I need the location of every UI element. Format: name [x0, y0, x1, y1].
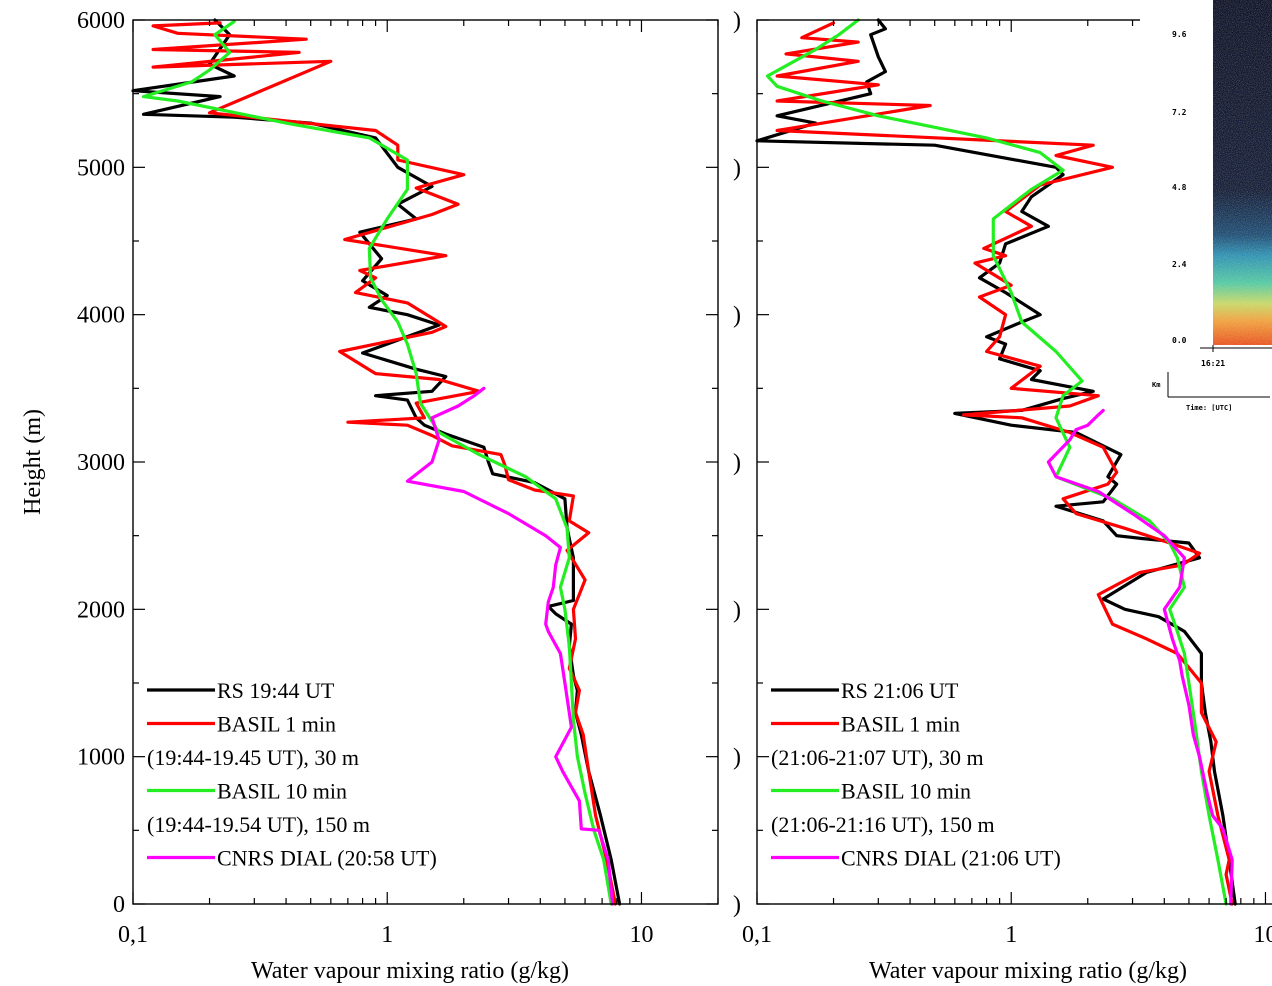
right-legend-label: CNRS DIAL (21:06 UT): [841, 846, 1061, 871]
inset-time-label: Time: [UTC]: [1186, 404, 1232, 412]
right-series-cnrs-dial-21-06-ut: [1046, 408, 1234, 906]
left-y-tick-label: 6000: [77, 8, 125, 34]
left-series-cnrs-dial-20-58-ut: [405, 386, 615, 906]
right-y-tick-remnant: ): [733, 892, 741, 918]
left-x-tick-label: 1: [381, 922, 393, 948]
right-y-tick-remnant: ): [733, 303, 741, 329]
left-legend-label: (19:44-19.54 UT), 150 m: [147, 812, 370, 837]
inset-quicklook-noise: [1213, 0, 1272, 345]
right-x-tick-label: 0,1: [742, 922, 772, 948]
right-x-tick-label: 1: [1005, 922, 1017, 948]
inset-quicklook: 9.6 7.2 4.8 2.4 0.0 16:21 Km Time: [UTC]: [1140, 0, 1272, 435]
left-legend-label: RS 19:44 UT: [217, 678, 335, 703]
left-x-tick-label: 0,1: [118, 922, 148, 948]
right-y-tick-remnant: ): [733, 745, 741, 771]
left-x-axis-label: Water vapour mixing ratio (g/kg): [251, 958, 569, 984]
inset-ytick-label: 2.4: [1172, 260, 1187, 269]
left-y-tick-label: 4000: [77, 303, 125, 329]
right-legend-label: (21:06-21:07 UT), 30 m: [771, 745, 984, 770]
left-legend: RS 19:44 UT BASIL 1 min (19:44-19.45 UT), …: [147, 678, 437, 871]
inset-time-start: 16:21: [1201, 359, 1225, 368]
inset-ytick-label: 4.8: [1172, 183, 1187, 192]
right-legend-label: BASIL 1 min: [841, 712, 960, 737]
left-x-tick-label: 10: [629, 922, 653, 948]
left-y-tick-label: 1000: [77, 745, 125, 771]
left-series-basil-1-min: [151, 21, 617, 906]
left-y-tick-label: 0: [113, 892, 125, 918]
left-plot-frame: [132, 19, 719, 905]
inset-ytick-label: 0.0: [1172, 336, 1187, 345]
left-series-basil-10-min: [141, 19, 613, 906]
left-y-tick-label: 5000: [77, 155, 125, 181]
right-y-tick-remnant: ): [733, 450, 741, 476]
left-legend-label: CNRS DIAL (20:58 UT): [217, 846, 437, 871]
inset-unit-label: Km: [1152, 381, 1160, 389]
right-legend-label: (21:06-21:16 UT), 150 m: [771, 812, 995, 837]
right-y-tick-remnant: ): [733, 155, 741, 181]
right-y-tick-remnant: ): [733, 8, 741, 34]
right-legend: RS 21:06 UT BASIL 1 min (21:06-21:07 UT), …: [771, 678, 1061, 871]
right-x-axis-label: Water vapour mixing ratio (g/kg): [869, 958, 1187, 984]
left-y-tick-label: 3000: [77, 450, 125, 476]
left-y-tick-label: 2000: [77, 597, 125, 623]
right-series-basil-10-min: [765, 18, 1228, 906]
right-series-group: [755, 18, 1237, 906]
left-legend-label: BASIL 1 min: [217, 712, 336, 737]
left-series-group: [131, 18, 622, 906]
right-x-tick-label: 10: [1253, 922, 1272, 948]
left-y-axis-label: Height (m): [20, 409, 46, 515]
left-legend-label: BASIL 10 min: [217, 779, 347, 804]
right-y-tick-remnant: ): [733, 597, 741, 623]
left-axes: 0,1 1 10 0 1000 2000 3000 4000 5000 6000: [77, 8, 719, 948]
right-series-basil-1-min: [775, 21, 1234, 906]
right-legend-label: BASIL 10 min: [841, 779, 971, 804]
left-series-rs-19-44-ut: [131, 18, 622, 906]
inset-ytick-label: 7.2: [1172, 108, 1187, 117]
right-legend-label: RS 21:06 UT: [841, 678, 959, 703]
left-panel: 0,1 1 10 0 1000 2000 3000 4000 5000 6000 RS 19:44…: [20, 8, 719, 984]
inset-ytick-label: 9.6: [1172, 30, 1187, 39]
left-legend-label: (19:44-19.45 UT), 30 m: [147, 745, 359, 770]
